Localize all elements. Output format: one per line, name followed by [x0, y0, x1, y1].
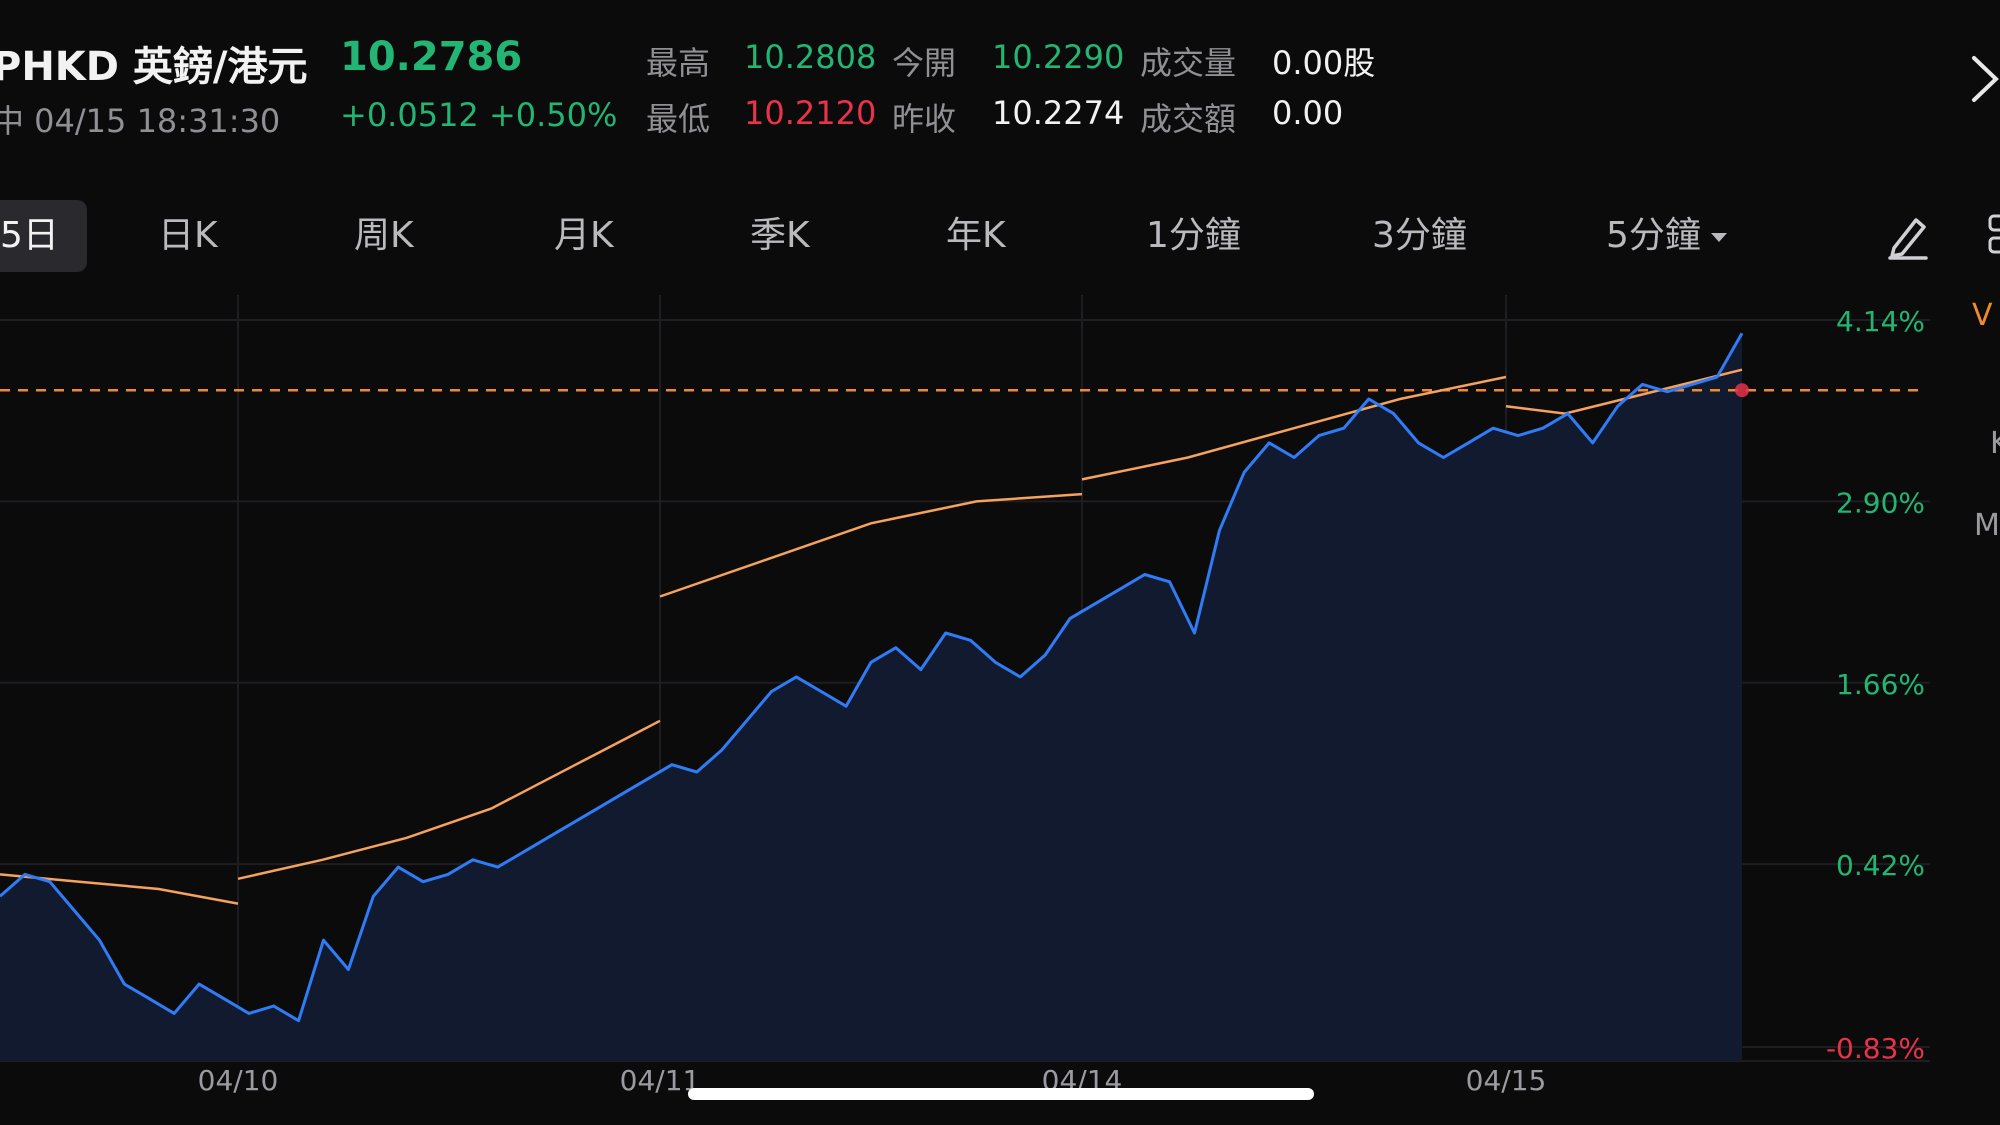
price-line: [0, 332, 1744, 1023]
tab-daily-k[interactable]: 日K: [158, 215, 218, 256]
tab-1-minute[interactable]: 1分鐘: [1146, 215, 1241, 256]
stat-value-low: 10.2120: [744, 94, 877, 132]
pen-icon[interactable]: [1886, 210, 1930, 260]
stat-value-turnover: 0.00: [1272, 94, 1344, 132]
price-change: +0.0512 +0.50%: [340, 96, 618, 134]
tab-weekly-k[interactable]: 周K: [354, 215, 414, 256]
period-tabs: 5日 日K 周K 月K 季K 年K 1分鐘 3分鐘 5分鐘: [0, 200, 2000, 272]
x-tick-label: 04/10: [198, 1064, 279, 1097]
average-line-segment: [237, 719, 661, 881]
tab-3-minute[interactable]: 3分鐘: [1372, 215, 1467, 256]
stat-label-prev-close: 昨收: [892, 100, 957, 138]
symbol-title: PHKD 英鎊/港元: [0, 44, 308, 90]
y-tick-label: 2.90%: [1836, 486, 1925, 519]
intraday-chart: 4.14% 2.90% 1.66% 0.42% -0.83% 04/10 04/11 04/1…: [0, 295, 1930, 1097]
indicator-m-label[interactable]: M: [1974, 508, 2000, 543]
y-tick-label: 0.42%: [1836, 849, 1925, 882]
tab-5-minute[interactable]: 5分鐘: [1606, 200, 1727, 272]
y-tick-label: -0.83%: [1826, 1032, 1925, 1065]
x-tick-label: 04/11: [620, 1064, 701, 1097]
caret-down-icon: [1710, 232, 1727, 242]
stat-label-high: 最高: [646, 44, 711, 82]
tab-5-minute-label: 5分鐘: [1606, 215, 1701, 256]
average-line-segment: [1081, 375, 1507, 481]
tab-5-day[interactable]: 5日: [0, 200, 87, 272]
average-line-segment: [659, 492, 1083, 598]
x-tick-label: 04/15: [1466, 1064, 1547, 1097]
y-tick-label: 4.14%: [1836, 305, 1925, 338]
settings-icon[interactable]: [1988, 212, 2000, 258]
price-area-fill: [0, 333, 1742, 1061]
stat-value-volume: 0.00股: [1272, 44, 1376, 82]
home-indicator[interactable]: [688, 1088, 1314, 1100]
status-time: 中 04/15 18:31:30: [0, 102, 281, 140]
close-icon[interactable]: [1970, 54, 2000, 104]
tab-monthly-k[interactable]: 月K: [554, 215, 614, 256]
tab-quarterly-k[interactable]: 季K: [750, 215, 810, 256]
stat-label-open: 今開: [892, 44, 957, 82]
stat-value-high: 10.2808: [744, 38, 877, 76]
stat-label-low: 最低: [646, 100, 711, 138]
indicator-k-label[interactable]: K: [1990, 426, 2000, 461]
tab-yearly-k[interactable]: 年K: [946, 215, 1006, 256]
stat-label-turnover: 成交額: [1140, 100, 1237, 138]
stat-label-volume: 成交量: [1140, 44, 1237, 82]
y-tick-label: 1.66%: [1836, 668, 1925, 701]
last-price-marker: [1735, 383, 1749, 398]
stat-value-open: 10.2290: [992, 38, 1125, 76]
stat-value-prev-close: 10.2274: [992, 94, 1125, 132]
vwap-label[interactable]: V: [1972, 298, 1993, 333]
last-price: 10.2786: [340, 34, 523, 80]
